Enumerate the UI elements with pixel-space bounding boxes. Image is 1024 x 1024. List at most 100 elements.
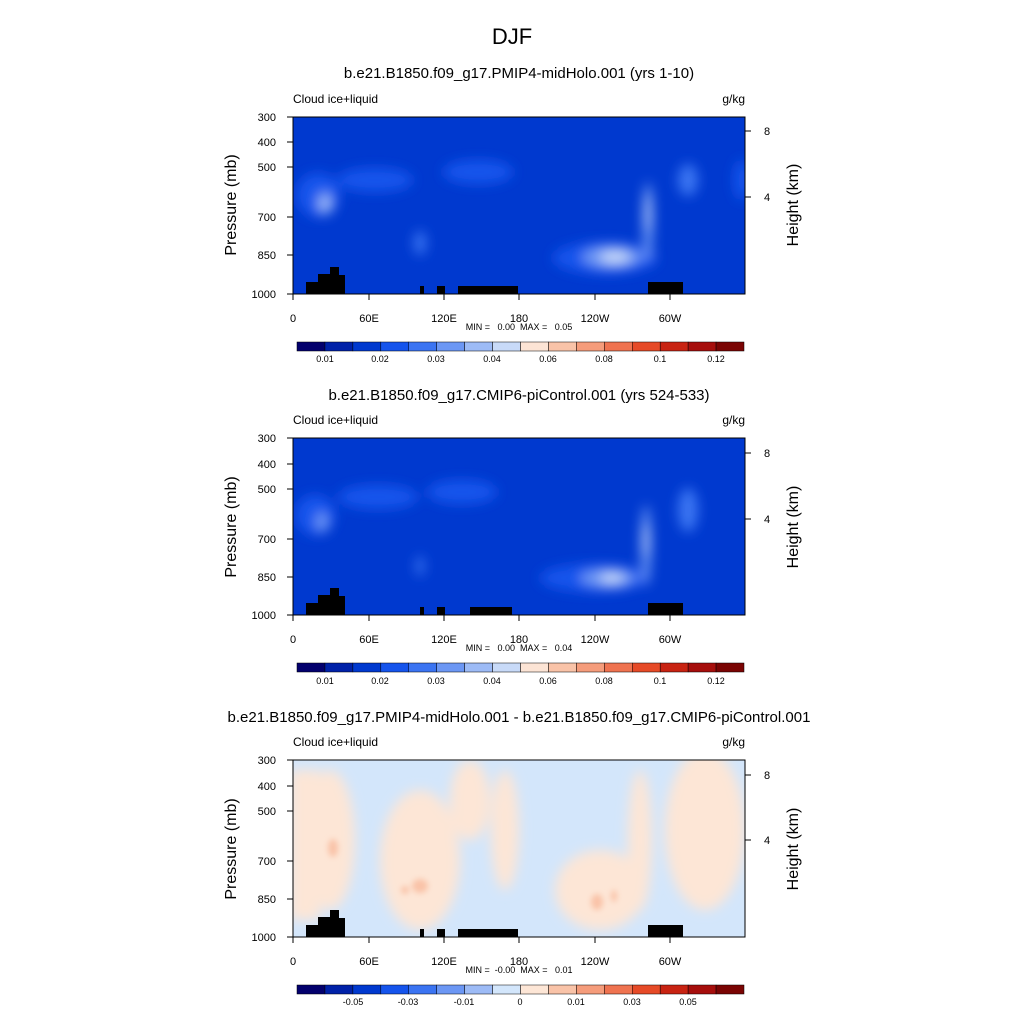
panel-1-xtick-label: 60E xyxy=(359,313,379,325)
panel-2-xtick-label: 180 xyxy=(510,634,528,646)
panel-1-xtick-label: 120W xyxy=(581,313,610,325)
panel-3-ylabel: Pressure (mb) xyxy=(223,798,240,899)
panel-1-variable-label: Cloud ice+liquid xyxy=(293,92,378,106)
panel-3-feature-indian-peak xyxy=(412,879,428,893)
panel-2-feature-andes-core xyxy=(644,524,648,556)
colorbar-swatch xyxy=(436,662,465,673)
panel-3-feature-atlantic xyxy=(665,760,745,910)
panel-2-feature-atlantic xyxy=(678,488,698,532)
panel-3-colorbar-label: 0.03 xyxy=(623,997,641,1007)
panel-3-xtick-label: 180 xyxy=(510,956,528,968)
panel-3-units-label: g/kg xyxy=(722,735,745,749)
colorbar-swatch xyxy=(464,341,493,352)
panel-3-feature-central-pacific xyxy=(491,770,519,890)
panel-3-feature-pacific-upper xyxy=(450,760,490,840)
panel-1-feature-atlantic xyxy=(678,164,698,196)
panel-1-topography xyxy=(306,267,683,294)
panel-2-title: b.e21.B1850.f09_g17.CMIP6-piControl.001 … xyxy=(328,387,709,404)
colorbar-swatch xyxy=(632,984,661,995)
panel-1-feature-maritime xyxy=(414,231,426,255)
panel-1-feature-africa-broad xyxy=(296,173,340,217)
panel-2-ytick-label: 300 xyxy=(258,433,276,445)
panel-2-units-label: g/kg xyxy=(722,413,745,427)
colorbar-swatch xyxy=(352,341,382,352)
colorbar-swatch xyxy=(576,984,605,995)
colorbar-swatch xyxy=(324,341,354,352)
panel-2-feature-stratus-core xyxy=(600,573,624,583)
colorbar-swatch xyxy=(604,984,633,995)
colorbar-swatch xyxy=(492,341,521,352)
colorbar-swatch xyxy=(632,341,661,352)
colorbar-swatch xyxy=(408,662,437,673)
colorbar-swatch xyxy=(296,662,326,673)
colorbar-swatch xyxy=(520,984,549,995)
panel-2-xtick-label: 0 xyxy=(290,634,296,646)
panel-2-colorbar-label: 0.02 xyxy=(371,676,389,686)
panel-2-field xyxy=(293,438,745,615)
colorbar-swatch xyxy=(715,341,745,352)
panel-1-feature-east-edge xyxy=(734,160,745,200)
panel-1-colorbar-label: 0.04 xyxy=(483,354,501,364)
panel-3-xtick-label: 60W xyxy=(659,956,682,968)
panel-2-ylabel-right: Height (km) xyxy=(785,486,802,569)
panel-1-feature-andes-core xyxy=(646,194,650,230)
panel-3-feature-east-pacific-peak-2 xyxy=(611,890,617,902)
panel-3-colorbar-label: -0.03 xyxy=(398,997,419,1007)
panel-3-ytick-label: 850 xyxy=(258,894,276,906)
colorbar-swatch xyxy=(296,984,326,995)
colorbar-swatch xyxy=(576,662,605,673)
panel-1-xtick-label: 0 xyxy=(290,313,296,325)
colorbar-swatch xyxy=(464,662,493,673)
colorbar-swatch xyxy=(659,984,689,995)
panel-1-xtick-label: 120E xyxy=(431,313,457,325)
panel-3-ytick-label: 1000 xyxy=(252,932,276,944)
panel-2-min-max: MIN = 0.00 MAX = 0.04 xyxy=(466,643,573,653)
panel-3-colorbar-label: 0.05 xyxy=(679,997,697,1007)
panel-1-ytick-label: 500 xyxy=(258,162,276,174)
panel-1-title: b.e21.B1850.f09_g17.PMIP4-midHolo.001 (y… xyxy=(344,65,694,82)
panel-3-y2tick-label: 8 xyxy=(764,770,770,782)
panel-1-field xyxy=(293,117,745,294)
panel-2-colorbar-label: 0.01 xyxy=(316,676,334,686)
panel-2-colorbar-label: 0.1 xyxy=(654,676,667,686)
panel-1-y2tick-label: 8 xyxy=(764,126,770,138)
colorbar-swatch xyxy=(659,341,689,352)
panel-2-ylabel: Pressure (mb) xyxy=(223,476,240,577)
panel-3-topography xyxy=(306,910,683,937)
panel-2-ytick-label: 1000 xyxy=(252,610,276,622)
panel-2-topography xyxy=(306,588,683,615)
panel-3-feature-andes xyxy=(628,770,652,910)
panel-2-colorbar-label: 0.04 xyxy=(483,676,501,686)
panel-1-ylabel: Pressure (mb) xyxy=(223,154,240,255)
colorbar-swatch xyxy=(296,341,326,352)
panel-3-title: b.e21.B1850.f09_g17.PMIP4-midHolo.001 - … xyxy=(228,709,811,726)
panel-1-min-max: MIN = 0.00 MAX = 0.05 xyxy=(466,322,573,332)
panel-2-colorbar: 0.01 0.02 0.03 0.04 0.06 0.08 0.1 0.12 xyxy=(296,662,745,686)
panel-2-colorbar-label: 0.06 xyxy=(539,676,557,686)
colorbar-swatch xyxy=(380,341,409,352)
colorbar-swatch xyxy=(436,984,465,995)
panel-1-background xyxy=(293,117,745,294)
colorbar-swatch xyxy=(492,984,521,995)
panel-3-colorbar: -0.05 -0.03 -0.01 0 0.01 0.03 0.05 xyxy=(296,984,745,1007)
colorbar-swatch xyxy=(520,662,549,673)
colorbar-swatch xyxy=(324,662,354,673)
colorbar-swatch xyxy=(352,984,382,995)
panel-1-colorbar: 0.01 0.02 0.03 0.04 0.06 0.08 0.1 0.12 xyxy=(296,341,745,364)
colorbar-swatch xyxy=(548,341,577,352)
panel-2-xtick-label: 60E xyxy=(359,634,379,646)
panel-1-ytick-label: 850 xyxy=(258,250,276,262)
panel-1-xtick-label: 60W xyxy=(659,313,682,325)
panel-3-xtick-label: 0 xyxy=(290,956,296,968)
panel-3-feature-indian-ocean xyxy=(380,790,460,930)
panel-2-colorbar-label: 0.12 xyxy=(707,676,725,686)
panel-1-ylabel-right: Height (km) xyxy=(785,164,802,247)
panel-1-feature-indian-ocean xyxy=(337,168,413,192)
panel-3-colorbar-label: -0.01 xyxy=(454,997,475,1007)
panel-2: b.e21.B1850.f09_g17.CMIP6-piControl.001 … xyxy=(223,387,802,686)
panel-3-variable-label: Cloud ice+liquid xyxy=(293,735,378,749)
panel-3-ytick-label: 400 xyxy=(258,781,276,793)
panel-1-units-label: g/kg xyxy=(722,92,745,106)
figure-title: DJF xyxy=(492,24,532,49)
